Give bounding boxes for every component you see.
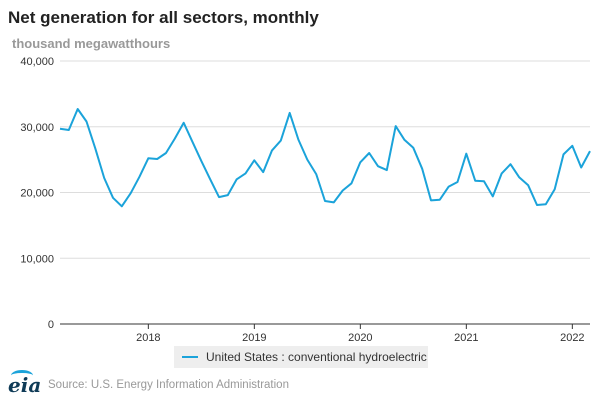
data-point: [155, 157, 159, 161]
x-tick-label: 2018: [136, 332, 160, 344]
data-point: [438, 198, 442, 202]
legend[interactable]: United States : conventional hydroelectr…: [174, 346, 428, 368]
data-point: [420, 167, 424, 171]
footer: eia Source: U.S. Energy Information Admi…: [8, 370, 289, 397]
data-point: [350, 181, 354, 185]
data-point: [173, 137, 177, 141]
data-point: [138, 175, 142, 179]
data-point: [305, 158, 309, 162]
data-point: [244, 171, 248, 175]
data-point: [93, 146, 97, 150]
y-tick-label: 10,000: [20, 253, 54, 265]
data-point: [208, 177, 212, 181]
legend-swatch: [182, 356, 198, 358]
data-point: [588, 149, 592, 153]
x-axis-ticks: 2018 2019 2020 2021 2022: [136, 324, 585, 344]
data-point: [288, 111, 292, 115]
grid-lines: [60, 60, 590, 325]
data-point: [447, 185, 451, 189]
data-point: [261, 170, 265, 174]
x-tick-label: 2021: [454, 332, 478, 344]
data-point: [385, 168, 389, 172]
data-point: [456, 180, 460, 184]
data-point: [120, 204, 124, 208]
data-point: [85, 119, 89, 123]
data-point: [332, 200, 336, 204]
data-point: [394, 124, 398, 128]
data-point: [579, 166, 583, 170]
units-subtitle: thousand megawatthours: [12, 36, 171, 51]
data-point: [535, 203, 539, 207]
y-axis-ticks: 0 10,000 20,000 30,000 40,000: [20, 56, 54, 331]
data-point: [500, 171, 504, 175]
data-point: [464, 152, 468, 156]
data-point: [403, 138, 407, 142]
data-point: [482, 179, 486, 183]
data-point: [429, 198, 433, 202]
data-point: [182, 121, 186, 125]
data-point: [314, 172, 318, 176]
data-point: [164, 151, 168, 155]
eia-logo[interactable]: eia: [8, 370, 42, 397]
x-tick-label: 2020: [348, 332, 372, 344]
data-point: [67, 128, 71, 132]
data-point: [235, 177, 239, 181]
source-note: Source: U.S. Energy Information Administ…: [48, 379, 289, 391]
data-point: [526, 183, 530, 187]
x-tick-label: 2019: [242, 332, 266, 344]
data-point: [509, 162, 513, 166]
y-tick-label: 40,000: [20, 56, 54, 68]
data-point: [111, 196, 115, 200]
data-point: [553, 187, 557, 191]
data-point: [58, 127, 62, 131]
data-point: [358, 160, 362, 164]
data-point: [376, 164, 380, 168]
data-point: [411, 146, 415, 150]
legend-label: United States : conventional hydroelectr…: [206, 350, 427, 364]
series-line: [59, 108, 591, 208]
data-point: [544, 202, 548, 206]
chart-title: Net generation for all sectors, monthly: [8, 8, 319, 27]
data-point: [191, 140, 195, 144]
data-point: [146, 156, 150, 160]
data-point: [517, 175, 521, 179]
y-tick-label: 30,000: [20, 122, 54, 134]
data-point: [252, 158, 256, 162]
data-point: [279, 139, 283, 143]
data-point: [199, 159, 203, 163]
x-tick-label: 2022: [560, 332, 584, 344]
data-point: [473, 179, 477, 183]
data-point: [102, 176, 106, 180]
y-tick-label: 20,000: [20, 188, 54, 200]
data-point: [570, 144, 574, 148]
data-point: [129, 191, 133, 195]
y-tick-label: 0: [48, 319, 54, 331]
logo-swoosh-icon: [11, 370, 33, 381]
data-point: [491, 194, 495, 198]
data-point: [341, 189, 345, 193]
data-point: [76, 107, 80, 111]
plot-area: [58, 107, 592, 208]
data-point: [217, 195, 221, 199]
data-point: [367, 151, 371, 155]
data-point: [226, 193, 230, 197]
data-point: [323, 199, 327, 203]
data-point: [562, 152, 566, 156]
data-point: [270, 148, 274, 152]
data-point: [297, 138, 301, 142]
